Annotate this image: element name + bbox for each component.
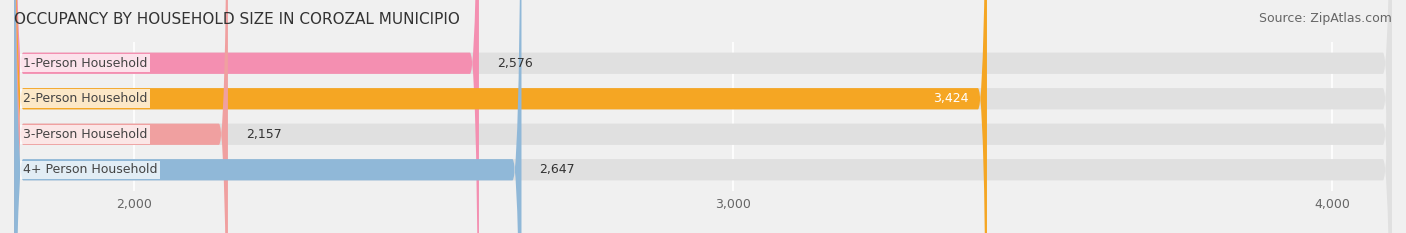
Text: 3,424: 3,424: [934, 92, 969, 105]
Text: 2-Person Household: 2-Person Household: [22, 92, 148, 105]
FancyBboxPatch shape: [14, 0, 522, 233]
Text: 1-Person Household: 1-Person Household: [22, 57, 148, 70]
FancyBboxPatch shape: [14, 0, 1392, 233]
FancyBboxPatch shape: [14, 0, 479, 233]
Text: 3-Person Household: 3-Person Household: [22, 128, 148, 141]
Text: Source: ZipAtlas.com: Source: ZipAtlas.com: [1258, 12, 1392, 25]
FancyBboxPatch shape: [14, 0, 1392, 233]
Text: 4+ Person Household: 4+ Person Household: [22, 163, 157, 176]
FancyBboxPatch shape: [14, 0, 987, 233]
FancyBboxPatch shape: [14, 0, 1392, 233]
Text: 2,157: 2,157: [246, 128, 281, 141]
FancyBboxPatch shape: [14, 0, 228, 233]
Text: OCCUPANCY BY HOUSEHOLD SIZE IN COROZAL MUNICIPIO: OCCUPANCY BY HOUSEHOLD SIZE IN COROZAL M…: [14, 12, 460, 27]
Text: 2,576: 2,576: [496, 57, 533, 70]
FancyBboxPatch shape: [14, 0, 1392, 233]
Text: 2,647: 2,647: [540, 163, 575, 176]
